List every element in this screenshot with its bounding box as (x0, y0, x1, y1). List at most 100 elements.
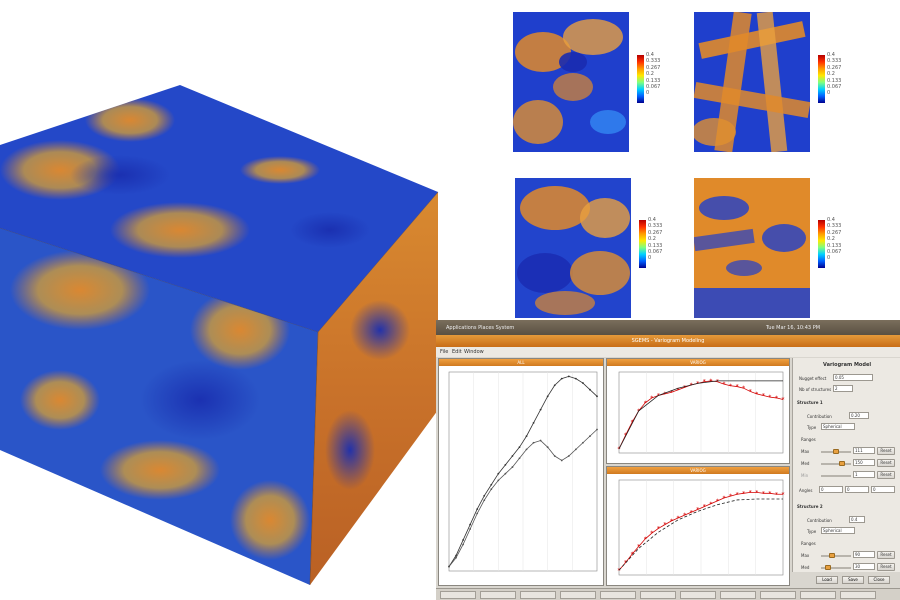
max2-slider-knob[interactable] (829, 553, 835, 558)
angle1-input-b[interactable]: 0 (845, 486, 869, 493)
data-point: * (670, 518, 673, 525)
taskbar-item[interactable] (600, 591, 636, 599)
panel-all: ALL (438, 358, 604, 586)
data-point: * (644, 400, 647, 407)
data-point (560, 377, 563, 380)
data-point: * (755, 391, 758, 398)
med1-input[interactable]: 150 (853, 459, 875, 466)
taskbar-item[interactable] (800, 591, 836, 599)
min1-input[interactable]: 1 (853, 471, 875, 478)
med1-reset-button[interactable]: Reset (877, 459, 895, 467)
series-line-all-series-a (448, 376, 598, 567)
angle1-input-c[interactable]: 0 (871, 486, 895, 493)
max1-label: Max (801, 449, 810, 454)
min1-slider[interactable] (821, 475, 851, 477)
close-button[interactable]: Close (868, 576, 890, 584)
nugget-input[interactable]: 0.05 (833, 374, 873, 381)
max1-reset-button[interactable]: Reset (877, 447, 895, 455)
med2-input[interactable]: 30 (853, 563, 875, 570)
taskbar-item[interactable] (440, 591, 476, 599)
max2-reset-button[interactable]: Reset (877, 551, 895, 559)
data-point: * (637, 544, 640, 551)
colorbar-labels-bottom-right: 0.4 0.333 0.267 0.2 0.133 0.067 0 (827, 217, 842, 262)
med2-slider-knob[interactable] (825, 565, 831, 570)
data-point: * (650, 530, 653, 537)
med1-slider-knob[interactable] (839, 461, 845, 466)
data-point (469, 528, 472, 530)
taskbar-item[interactable] (560, 591, 596, 599)
data-point (511, 466, 514, 468)
data-point (574, 448, 577, 451)
data-point: * (782, 491, 785, 498)
data-point: * (683, 512, 686, 519)
save-button[interactable]: Save (842, 576, 864, 584)
colorbar-top-right (818, 55, 825, 103)
data-point (553, 455, 556, 457)
data-point: * (696, 380, 699, 387)
med1-slider[interactable] (821, 463, 851, 465)
data-point (490, 483, 493, 486)
data-point: * (736, 384, 739, 391)
nb-structures-label: Nb of structures (799, 387, 832, 392)
data-point (455, 556, 457, 559)
data-point (504, 463, 507, 466)
med2-reset-button[interactable]: Reset (877, 563, 895, 571)
panel-all-title: ALL (439, 359, 603, 366)
data-point: * (716, 498, 719, 505)
taskbar-item[interactable] (640, 591, 676, 599)
3d-permeability-volume (0, 85, 439, 586)
data-point (525, 435, 528, 438)
data-point (539, 439, 542, 442)
taskbar-item[interactable] (840, 591, 876, 599)
taskbar-item[interactable] (680, 591, 716, 599)
series-line-model (618, 380, 783, 450)
type1-label: Type (807, 425, 817, 430)
load-button[interactable]: Load (816, 576, 838, 584)
data-point (476, 512, 479, 515)
data-point: * (782, 397, 785, 404)
angles1-label: Angles (799, 488, 813, 493)
type1-select[interactable]: Spherical (821, 423, 855, 430)
colorbar-bottom-right (818, 220, 825, 268)
contribution1-input[interactable]: 0.20 (849, 412, 869, 419)
min1-reset-button[interactable]: Reset (877, 471, 895, 479)
data-point: * (690, 382, 693, 389)
nb-structures-spinner[interactable]: 2 (833, 385, 853, 392)
os-clock: Tue Mar 16, 10:43 PM (766, 325, 821, 331)
series-line-experimental (618, 380, 784, 450)
max2-slider[interactable] (821, 555, 851, 557)
panel-variog-top-title: VARIOG (607, 359, 789, 366)
data-point: * (736, 491, 739, 498)
med2-slider[interactable] (821, 567, 851, 569)
menu-window[interactable]: Window (464, 349, 484, 355)
taskbar-item[interactable] (480, 591, 516, 599)
menu-file[interactable]: File (440, 349, 449, 355)
window-title: SGEMS - Variogram Modeling (436, 335, 900, 347)
taskbar-item[interactable] (760, 591, 796, 599)
data-point: * (631, 551, 634, 558)
max1-slider-knob[interactable] (833, 449, 839, 454)
data-point (553, 384, 556, 387)
taskbar-item[interactable] (520, 591, 556, 599)
data-point (462, 539, 464, 541)
max2-input[interactable]: 90 (853, 551, 875, 558)
data-point: * (749, 388, 752, 395)
menu-edit[interactable]: Edit (452, 349, 462, 355)
data-point (518, 446, 521, 449)
data-point: * (755, 489, 758, 496)
contribution2-input[interactable]: 0.4 (849, 516, 865, 523)
max2-label: Max (801, 553, 810, 558)
data-point: * (768, 394, 771, 401)
data-point: * (644, 536, 647, 543)
taskbar-item[interactable] (720, 591, 756, 599)
data-point (476, 508, 479, 510)
type2-select[interactable]: Spherical (821, 527, 855, 534)
data-point: * (709, 501, 712, 508)
max1-input[interactable]: 111 (853, 447, 875, 454)
panel-variog-top: VARIOG * * * * * * * * * * * * * * * * * * * * * * * * * * (606, 358, 790, 464)
type2-label: Type (807, 529, 817, 534)
contribution2-label: Contribution (807, 518, 832, 523)
data-point: * (762, 490, 765, 497)
angle1-input-a[interactable]: 0 (819, 486, 843, 493)
os-menu[interactable]: Applications Places System (446, 325, 515, 331)
